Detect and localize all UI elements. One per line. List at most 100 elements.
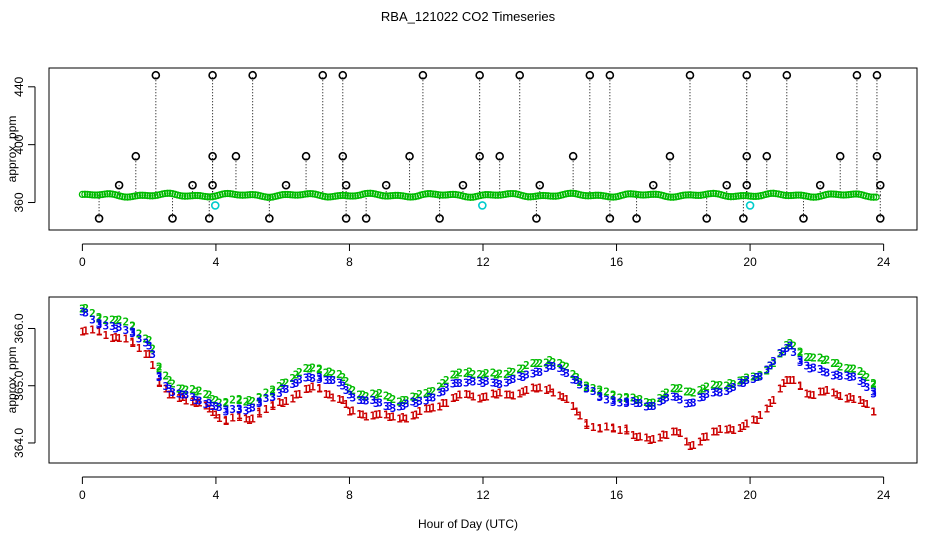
cal-x-tick-label: 4: [213, 488, 220, 502]
raw-baseline-point: [306, 189, 314, 198]
raw-outlier-point: [168, 214, 177, 223]
series-2-sample: 2: [176, 382, 183, 395]
series-1-sample: 1: [743, 418, 750, 431]
series-3-sample: 3: [563, 367, 570, 380]
raw-baseline-point: [481, 191, 490, 199]
raw-baseline-point: [584, 192, 592, 200]
series-2-sample: 2: [276, 380, 283, 393]
series-2-sample: 2: [844, 362, 851, 375]
raw-baseline-point: [634, 190, 642, 199]
series-1-sample: 1: [576, 410, 583, 423]
series-3-point: 3: [727, 383, 734, 396]
series-2-point: 2: [727, 377, 734, 390]
series-1-point: 1: [870, 406, 877, 419]
raw-baseline-point: [326, 193, 334, 201]
series-2-point: 2: [753, 371, 760, 384]
series-2-sample: 2: [757, 369, 764, 382]
series-2-sample: 2: [209, 393, 216, 406]
raw-baseline-point: [589, 191, 597, 200]
raw-outlier-point: [131, 151, 141, 161]
series-1-sample: 1: [376, 408, 383, 421]
raw-baseline-point: [837, 191, 845, 199]
raw-baseline-point: [652, 190, 660, 198]
series-3-point: 3: [797, 354, 804, 367]
series-1-sample: 1: [149, 359, 156, 372]
series-3-sample: 3: [830, 370, 837, 383]
series-3-point: 3: [687, 397, 694, 410]
series-2-sample: 2: [289, 372, 296, 385]
series-2-sample: 2: [563, 361, 570, 374]
series-1-sample: 1: [223, 415, 230, 428]
series-1-sample: 1: [637, 430, 644, 443]
series-3-point: 3: [573, 374, 580, 387]
cal-y-tick-label: 364.0: [12, 428, 26, 458]
series-2-sample: 2: [303, 362, 310, 375]
series-2-sample: 2: [543, 357, 550, 370]
raw-baseline-point: [724, 192, 733, 201]
series-1-sample: 1: [470, 390, 477, 403]
raw-baseline-point: [797, 191, 805, 199]
series-3-point: 3: [256, 397, 263, 410]
raw-baseline-point: [334, 192, 342, 200]
series-1-point: 1: [236, 411, 243, 424]
series-1-point: 1: [787, 374, 794, 387]
raw-baseline-point: [291, 191, 299, 199]
raw-baseline-point: [549, 192, 557, 200]
series-1-sample: 1: [523, 384, 530, 397]
series-1-point: 1: [847, 391, 854, 404]
series-2-sample: 2: [723, 379, 730, 392]
series-1-sample: 1: [316, 382, 323, 395]
series-2-sample: 2: [610, 389, 617, 402]
raw-baseline-point: [479, 191, 487, 199]
series-1-sample: 1: [683, 435, 690, 448]
series-1-sample: 1: [677, 427, 684, 440]
series-3-point: 3: [633, 397, 640, 410]
series-1-sample: 1: [236, 409, 243, 422]
series-1-point: 1: [480, 391, 487, 404]
series-2-point: 2: [583, 380, 590, 393]
series-3-point: 3: [96, 317, 103, 330]
series-1-sample: 1: [830, 387, 837, 400]
series-3-point: 3: [870, 385, 877, 398]
panel-raw: 0 4 8 12 16 20 24 360 400 440 approx. ppm: [5, 67, 918, 269]
raw-baseline-point: [694, 191, 702, 200]
series-3-sample: 3: [703, 388, 710, 401]
series-3-point: 3: [520, 371, 527, 384]
series-2-sample: 2: [783, 339, 790, 352]
series-1-point: 1: [246, 414, 253, 427]
series-1-sample: 1: [323, 388, 330, 401]
series-3-point: 3: [740, 377, 747, 390]
series-3-sample: 3: [109, 320, 116, 333]
series-1-sample: 1: [790, 374, 797, 387]
raw-outlier-point: [318, 70, 328, 80]
series-3-point: 3: [413, 397, 420, 410]
series-2-sample: 2: [770, 357, 777, 370]
series-1-sample: 1: [403, 412, 410, 425]
series-1-point: 1: [834, 388, 841, 401]
series-3-sample: 3: [697, 391, 704, 404]
raw-outlier-point: [685, 70, 695, 80]
raw-outlier-point: [875, 214, 885, 223]
raw-x-tick-label: 8: [346, 255, 353, 269]
series-3-point: 3: [834, 368, 841, 381]
series-3-sample: 3: [256, 396, 263, 409]
series-3-sample: 3: [296, 374, 303, 387]
series-3-sample: 3: [596, 390, 603, 403]
series-1-point: 1: [700, 431, 707, 444]
series-3-sample: 3: [490, 377, 497, 390]
series-2-sample: 2: [183, 384, 190, 397]
series-3-point: 3: [79, 305, 86, 318]
raw-baseline-point: [248, 190, 257, 199]
raw-outlier-point: [281, 180, 291, 190]
series-2-point: 2: [359, 388, 366, 401]
raw-outlier-point: [872, 151, 882, 161]
raw-baseline-point: [281, 190, 289, 199]
series-1-sample: 1: [650, 433, 657, 446]
series-3-sample: 3: [590, 385, 597, 398]
series-3-sample: 3: [810, 361, 817, 374]
raw-outlier-point: [204, 214, 214, 223]
series-1-sample: 1: [870, 406, 877, 419]
series-1-sample: 1: [583, 419, 590, 432]
series-3-sample: 3: [169, 386, 176, 399]
series-1-point: 1: [727, 423, 734, 436]
